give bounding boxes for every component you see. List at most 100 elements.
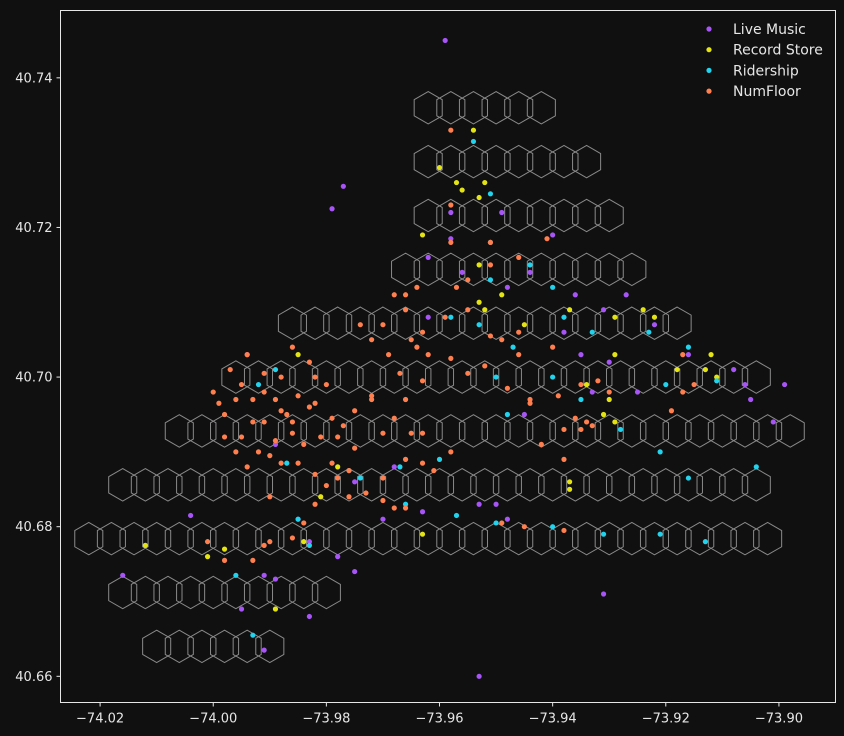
point-live-music <box>238 606 245 612</box>
hex-cell <box>492 360 522 394</box>
hex-cell <box>424 360 455 394</box>
point-record-store <box>476 262 482 268</box>
hex-cell <box>108 575 138 610</box>
point-record-store <box>436 165 443 171</box>
hex-cell <box>436 414 466 448</box>
point-ridership <box>250 632 256 638</box>
point-numfloor <box>487 333 494 339</box>
hex-cell <box>300 521 330 556</box>
hex-cell <box>617 414 647 448</box>
point-numfloor <box>380 430 386 436</box>
hex-cell <box>379 468 409 502</box>
hex-cell <box>413 252 443 287</box>
point-record-store <box>567 479 573 485</box>
point-numfloor <box>380 497 386 504</box>
point-numfloor <box>278 374 284 380</box>
hex-cell <box>424 468 455 502</box>
point-ridership <box>646 329 652 335</box>
legend-marker-numfloor <box>706 88 712 94</box>
point-numfloor <box>233 449 239 455</box>
legend-marker-record-store <box>706 47 712 53</box>
hex-cell <box>741 360 771 394</box>
point-numfloor <box>465 277 471 283</box>
hex-cell <box>130 575 160 610</box>
hex-cell <box>696 360 726 394</box>
point-numfloor <box>448 355 454 361</box>
point-numfloor <box>210 389 216 395</box>
point-record-store <box>295 352 301 358</box>
point-numfloor <box>352 408 358 414</box>
point-numfloor <box>250 419 256 425</box>
point-live-music <box>685 352 692 358</box>
x-tick-label: −73.90 <box>755 712 803 727</box>
point-numfloor <box>397 370 403 376</box>
hex-cell <box>458 414 488 448</box>
point-record-store <box>612 314 618 320</box>
point-ridership <box>272 366 279 373</box>
point-record-store <box>419 232 426 238</box>
point-live-music <box>634 389 641 395</box>
hex-cell <box>334 360 364 394</box>
point-numfloor <box>227 366 233 373</box>
point-numfloor <box>250 557 256 563</box>
hex-cell <box>583 468 613 502</box>
x-tick-label: −74.00 <box>189 712 237 727</box>
point-numfloor <box>419 430 426 436</box>
point-record-store <box>335 464 341 470</box>
hex-cell <box>413 521 443 556</box>
hex-cell <box>164 414 194 448</box>
point-numfloor <box>221 411 228 418</box>
point-numfloor <box>278 460 284 466</box>
point-live-music <box>521 411 527 418</box>
point-ridership <box>357 475 363 481</box>
hex-cell <box>345 306 375 340</box>
point-numfloor <box>561 456 567 462</box>
point-numfloor <box>329 415 335 421</box>
point-numfloor <box>561 426 567 433</box>
point-numfloor <box>267 539 273 545</box>
hex-cell <box>719 468 749 502</box>
point-numfloor <box>419 378 426 384</box>
point-record-store <box>640 307 646 313</box>
point-numfloor <box>306 404 313 410</box>
point-record-store <box>470 127 477 133</box>
hex-cell <box>560 468 590 502</box>
point-numfloor <box>521 524 527 530</box>
hex-cell <box>651 360 681 394</box>
point-live-music <box>306 613 313 620</box>
point-numfloor <box>402 307 409 313</box>
point-numfloor <box>272 438 279 444</box>
hex-cell <box>413 414 443 448</box>
hex-cell <box>436 144 466 179</box>
point-numfloor <box>289 419 296 425</box>
point-numfloor <box>487 239 494 246</box>
point-ridership <box>550 374 556 380</box>
point-numfloor <box>216 400 222 406</box>
hex-cell <box>504 198 534 233</box>
point-record-store <box>702 366 708 373</box>
scatter-points <box>120 37 788 679</box>
hex-cell <box>413 306 443 340</box>
point-numfloor <box>289 344 296 350</box>
point-numfloor <box>516 329 522 335</box>
point-live-music <box>448 236 454 242</box>
hex-cell <box>130 468 160 502</box>
point-numfloor <box>589 423 595 429</box>
hex-cell <box>436 198 466 233</box>
point-numfloor <box>301 520 307 526</box>
point-numfloor <box>301 441 307 447</box>
point-numfloor <box>289 430 296 436</box>
hex-cell <box>289 468 319 502</box>
point-numfloor <box>482 363 488 369</box>
point-numfloor <box>295 460 301 466</box>
point-record-store <box>204 554 211 560</box>
hex-cell <box>277 414 307 448</box>
point-live-music <box>425 254 431 260</box>
hex-cell <box>142 521 172 556</box>
hex-cell <box>232 414 262 448</box>
hex-cell <box>458 144 488 179</box>
point-numfloor <box>595 378 601 384</box>
point-live-music <box>448 209 454 216</box>
hex-cell <box>572 521 602 556</box>
